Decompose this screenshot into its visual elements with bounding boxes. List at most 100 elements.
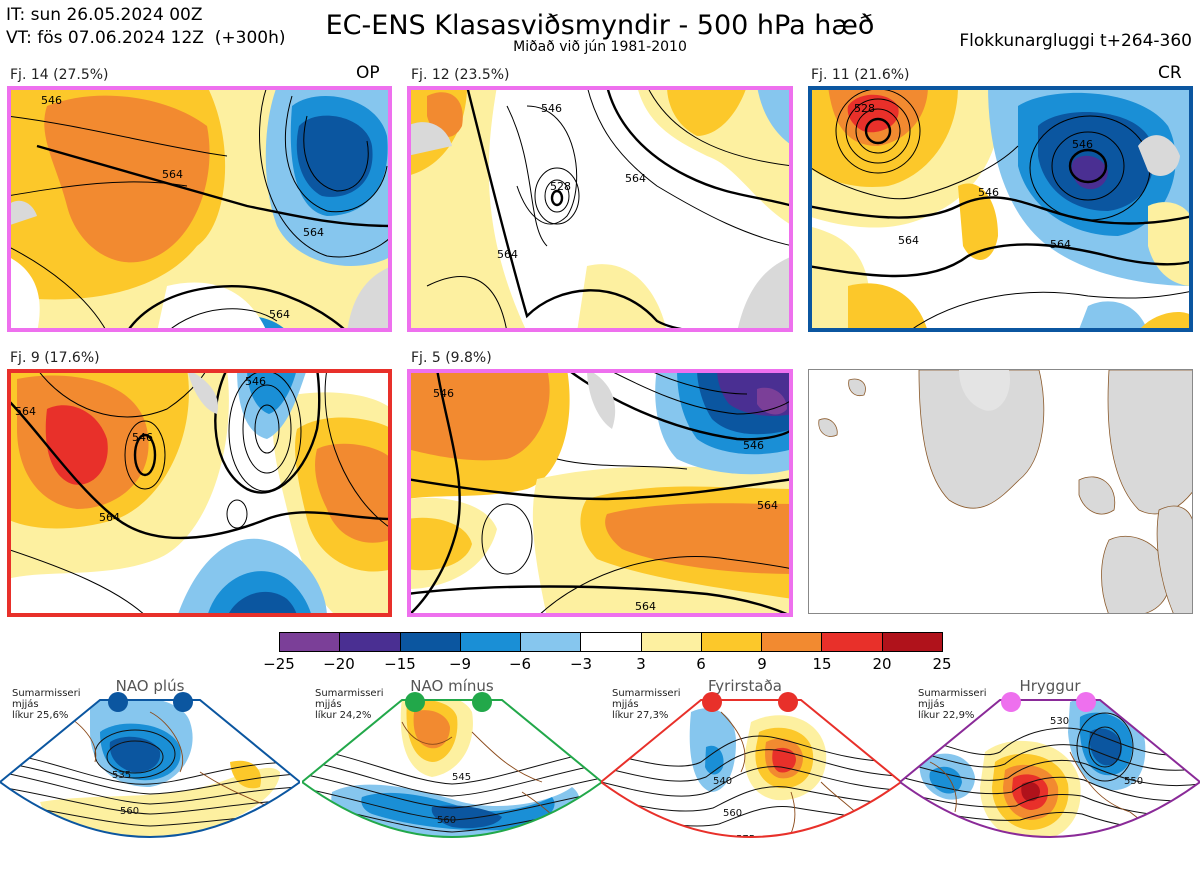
regime-map: 535 560 [0, 692, 302, 871]
contour-label: 575 [1090, 840, 1109, 851]
cluster-map-panel: 546 528 564 564 [407, 86, 793, 332]
contour-label: 545 [452, 772, 471, 783]
contour-label: 546 [245, 375, 266, 388]
valid-time: VT: fös 07.06.2024 12Z (+300h) [6, 28, 286, 48]
contour-label: 564 [757, 499, 778, 512]
regime-info: Sumarmisseri mjjás líkur 25,6% [12, 688, 81, 721]
regime-dot [1001, 692, 1021, 712]
cluster-frame [7, 369, 392, 617]
regime-dot [108, 692, 128, 712]
colorbar-segment [581, 633, 642, 651]
regime-map: 545 560 575 [300, 692, 604, 871]
page-subtitle: Miðað við jún 1981-2010 [513, 39, 687, 55]
colorbar-tick: 6 [696, 655, 706, 673]
colorbar-segment [762, 633, 823, 651]
issue-time: IT: sun 26.05.2024 00Z [6, 5, 203, 25]
regime-dot [173, 692, 193, 712]
contour-label: 564 [635, 600, 656, 613]
cluster-frame [407, 86, 793, 332]
cluster-map-panel: 546 564 564 564 [7, 86, 392, 332]
regime-dot [405, 692, 425, 712]
contour-label: 546 [978, 186, 999, 199]
colorbar-segment [340, 633, 401, 651]
colorbar-tick: 15 [812, 655, 832, 673]
colorbar-segment [280, 633, 341, 651]
cluster-label: Fj. 5 (9.8%) [411, 350, 492, 366]
colorbar-segment [822, 633, 883, 651]
run-info: IT: sun 26.05.2024 00Z VT: fös 07.06.202… [6, 4, 285, 50]
contour-label: 546 [433, 387, 454, 400]
contour-label: 530 [1050, 716, 1069, 727]
contour-label: 535 [112, 770, 131, 781]
regime-title: NAO plús [115, 677, 185, 695]
cluster-map-panel: 546 546 564 564 [407, 369, 793, 617]
regime-title: Hryggur [1019, 677, 1081, 695]
base-map-panel [808, 369, 1193, 614]
cluster-tag: OP [356, 63, 380, 83]
colorbar-tick: 3 [636, 655, 646, 673]
colorbar-segment [521, 633, 582, 651]
colorbar-tick: −25 [263, 655, 295, 673]
colorbar-segment [460, 633, 522, 651]
contour-label: 528 [854, 102, 875, 115]
contour-label: 540 [713, 776, 732, 787]
contour-label: 564 [15, 405, 36, 418]
contour-label: 528 [550, 180, 571, 193]
contour-label: 564 [99, 511, 120, 524]
regime-info: Sumarmisseri mjjás líkur 24,2% [315, 688, 384, 721]
regime-info: Sumarmisseri mjjás líkur 27,3% [612, 688, 681, 721]
cluster-map-panel: 528 546 546 564 564 [808, 86, 1193, 332]
contour-label: 564 [898, 234, 919, 247]
regime-title: Fyrirstaða [708, 677, 782, 695]
colorbar-tick: 20 [872, 655, 892, 673]
regime-dot [472, 692, 492, 712]
colorbar-tick: −9 [448, 655, 472, 673]
contour-label: 560 [437, 815, 456, 826]
regime-title: NAO mínus [410, 677, 494, 695]
contour-label: 564 [625, 172, 646, 185]
cluster-label: Fj. 11 (21.6%) [811, 67, 910, 83]
colorbar-tick: −15 [384, 655, 416, 673]
contour-label: 575 [447, 850, 466, 861]
cluster-label: Fj. 14 (27.5%) [10, 67, 109, 83]
cluster-label: Fj. 12 (23.5%) [411, 67, 510, 83]
colorbar-segment [882, 633, 942, 651]
cluster-frame [407, 369, 793, 617]
cluster-label: Fj. 9 (17.6%) [10, 350, 100, 366]
colorbar-segment [701, 633, 763, 651]
colorbar-tick: −20 [323, 655, 355, 673]
regime-dot [778, 692, 798, 712]
cluster-map-panel: 564 546 546 564 [7, 369, 392, 617]
cluster-frame [7, 86, 392, 332]
contour-label: 575 [736, 834, 755, 845]
contour-label: 564 [1050, 238, 1071, 251]
cluster-tag: CR [1158, 63, 1182, 83]
contour-label: 546 [132, 431, 153, 444]
colorbar-tick: 25 [932, 655, 952, 673]
contour-label: 546 [41, 94, 62, 107]
contour-label: 560 [120, 806, 139, 817]
contour-label: 564 [269, 308, 290, 321]
contour-label: 546 [541, 102, 562, 115]
colorbar-tick: −6 [508, 655, 532, 673]
regime-map: 540 560 575 [599, 692, 903, 871]
colorbar-tick: 9 [757, 655, 767, 673]
contour-label: 546 [743, 439, 764, 452]
colorbar [279, 632, 943, 652]
colorbar-segment [400, 633, 461, 651]
regime-dot [702, 692, 722, 712]
contour-label: 560 [723, 808, 742, 819]
colorbar-segment [641, 633, 702, 651]
regime-info: Sumarmisseri mjjás líkur 22,9% [918, 688, 987, 721]
page-title: EC-ENS Klasasviðsmyndir - 500 hPa hæð [325, 10, 875, 41]
regime-dot [1076, 692, 1096, 712]
colorbar-tick: −3 [569, 655, 593, 673]
contour-label: 564 [303, 226, 324, 239]
cluster-frame [808, 86, 1193, 332]
contour-label: 564 [497, 248, 518, 261]
contour-label: 564 [162, 168, 183, 181]
contour-label: 550 [1124, 776, 1143, 787]
regime-map: 530 550 575 [898, 692, 1200, 871]
classification-window: Flokkunargluggi t+264-360 [959, 31, 1192, 51]
contour-label: 546 [1072, 138, 1093, 151]
